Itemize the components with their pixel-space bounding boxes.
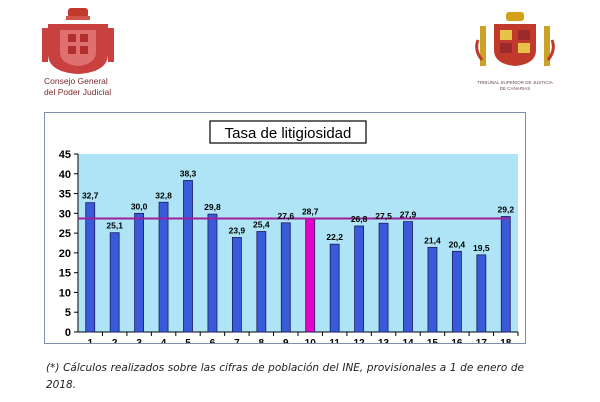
tsj-name-line2: DE CANARIAS [499, 86, 531, 91]
tsj-name: TRIBUNAL SUPERIOR DE JUSTICIA DE CANARIA… [465, 80, 565, 92]
data-label: 32,7 [82, 191, 99, 201]
data-label: 25,4 [253, 220, 270, 230]
x-tick-label: 9 [283, 338, 289, 343]
data-label: 27,6 [278, 211, 295, 221]
cgpj-logo [38, 6, 118, 98]
bar [256, 231, 267, 333]
data-label: 25,1 [106, 221, 123, 231]
x-tick-label: 5 [185, 338, 191, 343]
data-label: 21,4 [424, 235, 441, 245]
cgpj-name-line1: Consejo General [44, 76, 108, 86]
chart-title: Tasa de litigiosidad [225, 125, 352, 142]
data-label: 32,8 [155, 190, 172, 200]
y-tick-label: 20 [59, 248, 71, 260]
chart-title-box [209, 120, 367, 144]
bar [231, 237, 242, 333]
data-label: 26,8 [351, 214, 368, 224]
x-tick-label: 15 [427, 338, 439, 343]
y-tick-label: 30 [59, 208, 71, 220]
tsj-name-line1: TRIBUNAL SUPERIOR DE JUSTICIA [477, 80, 553, 85]
bar [85, 202, 96, 333]
bar [500, 216, 511, 333]
litigation-rate-chart: Tasa de litigiosidad05101520253035404512… [59, 120, 519, 343]
bar [305, 218, 316, 333]
y-tick-label: 0 [65, 327, 71, 339]
y-tick-label: 5 [65, 307, 71, 319]
data-label: 29,2 [498, 204, 515, 214]
y-tick-label: 15 [59, 268, 71, 280]
cgpj-name-line2: del Poder Judicial [44, 87, 112, 97]
x-tick-label: 10 [305, 338, 317, 343]
x-tick-label: 2 [112, 338, 118, 343]
x-tick-label: 13 [378, 338, 390, 343]
chart-frame: Tasa de litigiosidad05101520253035404512… [44, 112, 526, 344]
x-tick-label: 7 [234, 338, 240, 343]
spanish-coat-of-arms-icon [42, 8, 114, 74]
bar [183, 180, 193, 333]
data-label: 27,5 [375, 211, 392, 221]
bar [476, 254, 487, 333]
y-tick-label: 25 [59, 228, 71, 240]
bar [134, 212, 145, 333]
bar [427, 246, 438, 333]
data-label: 28,7 [302, 206, 319, 216]
x-tick-label: 8 [259, 338, 265, 343]
x-tick-label: 17 [476, 338, 488, 343]
bar [378, 222, 389, 333]
x-tick-label: 11 [329, 338, 340, 343]
bar [354, 225, 365, 333]
x-tick-label: 16 [451, 338, 463, 343]
bar [207, 213, 218, 333]
data-label: 38,3 [180, 169, 197, 179]
y-tick-label: 10 [59, 287, 71, 299]
bar [451, 250, 462, 333]
data-label: 23,9 [229, 225, 246, 235]
y-tick-label: 35 [59, 189, 71, 201]
data-label: 20,4 [449, 239, 466, 249]
x-tick-label: 6 [210, 338, 216, 343]
plot-area [78, 154, 518, 332]
spanish-coat-of-arms-icon [475, 12, 555, 66]
x-tick-label: 3 [136, 338, 142, 343]
bar [403, 221, 413, 333]
bar [158, 201, 169, 333]
x-tick-label: 1 [87, 338, 93, 343]
data-label: 30,0 [131, 201, 148, 211]
data-label: 29,8 [204, 202, 221, 212]
data-label: 22,2 [326, 232, 343, 242]
footnote: (*) Cálculos realizados sobre las cifras… [46, 362, 524, 391]
y-tick-label: 45 [59, 149, 71, 161]
bar [109, 232, 120, 333]
bar [329, 243, 340, 333]
x-tick-label: 12 [354, 338, 366, 343]
bar [280, 222, 291, 333]
x-tick-label: 14 [402, 338, 414, 343]
x-tick-label: 4 [161, 338, 167, 343]
x-tick-label: 18 [500, 338, 512, 343]
tsj-logo [470, 10, 560, 96]
data-label: 19,5 [473, 243, 490, 253]
data-label: 27,9 [400, 210, 417, 220]
y-tick-label: 40 [59, 169, 71, 181]
